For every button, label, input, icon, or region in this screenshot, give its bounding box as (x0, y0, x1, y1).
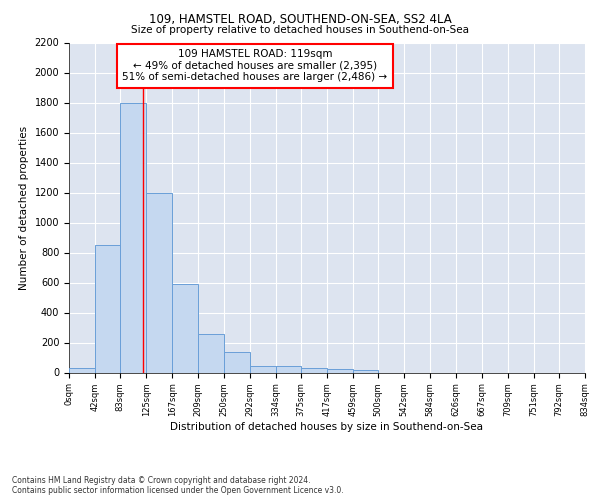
Bar (69, 368, 95, 372)
Bar (327, 369, 353, 372)
Text: 109 HAMSTEL ROAD: 119sqm
← 49% of detached houses are smaller (2,395)
51% of sem: 109 HAMSTEL ROAD: 119sqm ← 49% of detach… (122, 49, 388, 82)
Text: 109, HAMSTEL ROAD, SOUTHEND-ON-SEA, SS2 4LA: 109, HAMSTEL ROAD, SOUTHEND-ON-SEA, SS2 … (149, 12, 451, 26)
Bar (146, 192, 172, 372)
Bar (250, 366, 275, 372)
Bar (353, 370, 379, 372)
Bar (95, 245, 121, 372)
Text: Size of property relative to detached houses in Southend-on-Sea: Size of property relative to detached ho… (131, 25, 469, 35)
Bar (224, 352, 250, 372)
X-axis label: Distribution of detached houses by size in Southend-on-Sea: Distribution of detached houses by size … (170, 422, 484, 432)
Bar (301, 368, 327, 372)
Bar (121, 102, 146, 372)
Y-axis label: Number of detached properties: Number of detached properties (19, 126, 29, 290)
Bar (199, 334, 224, 372)
Bar (172, 284, 199, 372)
Text: Contains HM Land Registry data © Crown copyright and database right 2024.
Contai: Contains HM Land Registry data © Crown c… (12, 476, 344, 495)
Bar (275, 366, 301, 372)
